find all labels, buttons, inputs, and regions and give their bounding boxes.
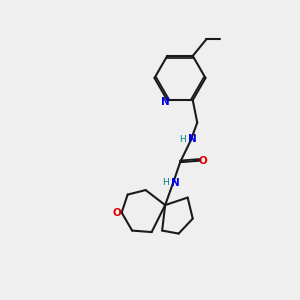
Text: O: O [199, 156, 208, 166]
Text: N: N [188, 134, 197, 144]
Text: H: H [162, 178, 169, 188]
Text: H: H [179, 135, 186, 144]
Text: O: O [113, 208, 122, 218]
Text: N: N [161, 97, 170, 106]
Text: N: N [171, 178, 179, 188]
